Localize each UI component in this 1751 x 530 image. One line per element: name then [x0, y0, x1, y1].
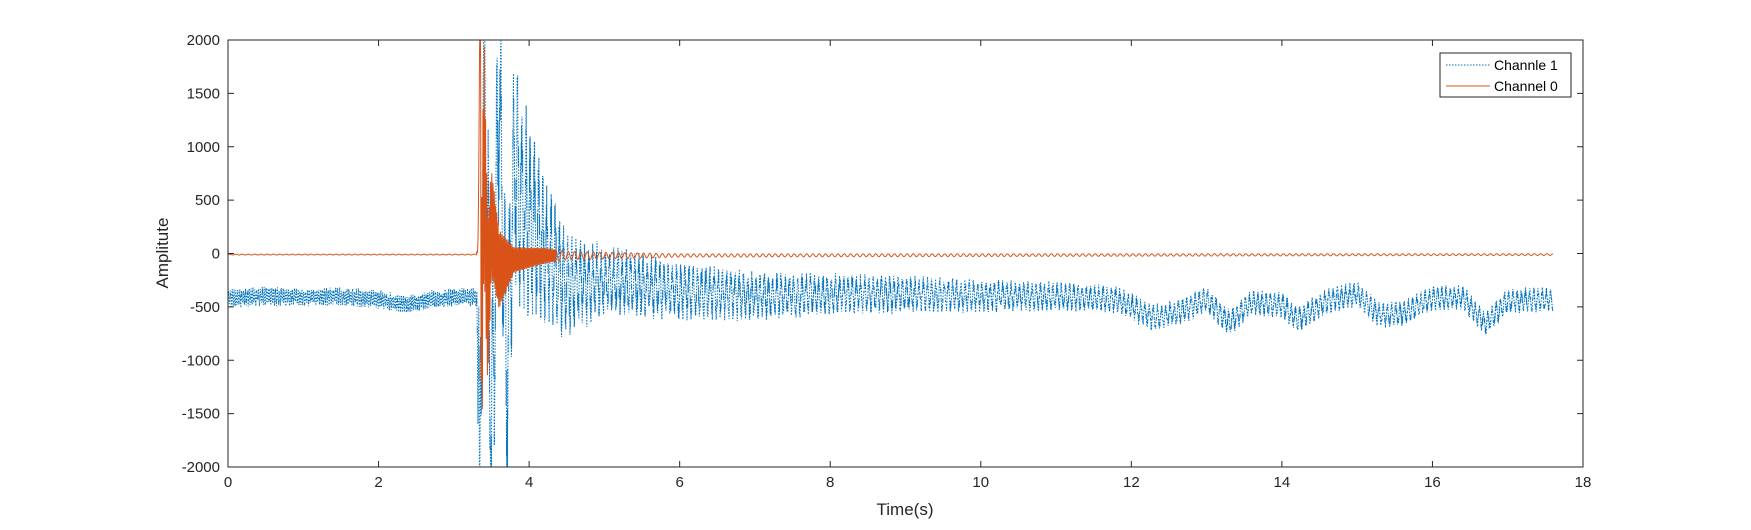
y-axis-title: Amplitute — [153, 218, 172, 289]
y-tick-label: -1500 — [182, 406, 220, 423]
y-tick-label: -2000 — [182, 459, 220, 476]
series-layer — [227, 39, 1554, 468]
series-line-channle-1 — [227, 39, 1554, 468]
x-tick-label: 4 — [525, 474, 533, 491]
x-tick-label: 18 — [1575, 474, 1592, 491]
y-tick-label: -500 — [190, 299, 220, 316]
x-tick-label: 16 — [1424, 474, 1441, 491]
y-tick-label: -1000 — [182, 352, 220, 369]
legend-label-channle-1: Channle 1 — [1494, 57, 1558, 73]
x-tick-label: 14 — [1274, 474, 1291, 491]
y-tick-label: 2000 — [187, 32, 220, 49]
plot-area — [228, 40, 1583, 467]
x-tick-label: 12 — [1123, 474, 1140, 491]
y-tick-label: 1000 — [187, 139, 220, 156]
x-tick-label: 0 — [224, 474, 232, 491]
y-tick-label: 500 — [195, 192, 220, 209]
y-axis-ticks: -2000 -1500 -1000 -500 0 500 1000 1500 2000 — [182, 32, 1583, 476]
x-tick-label: 2 — [374, 474, 382, 491]
x-tick-label: 8 — [826, 474, 834, 491]
x-axis-title: Time(s) — [877, 500, 934, 519]
legend-label-channel-0: Channel 0 — [1494, 78, 1558, 94]
series-line-channel-0 — [227, 39, 1554, 410]
legend: Channle 1 Channel 0 — [1439, 52, 1572, 98]
y-tick-label: 1500 — [187, 85, 220, 102]
x-axis-ticks: 0 2 4 6 8 10 12 14 16 18 — [224, 40, 1592, 491]
x-tick-label: 6 — [675, 474, 683, 491]
y-tick-label: 0 — [212, 246, 220, 263]
legend-box — [1439, 52, 1572, 98]
x-tick-label: 10 — [972, 474, 989, 491]
